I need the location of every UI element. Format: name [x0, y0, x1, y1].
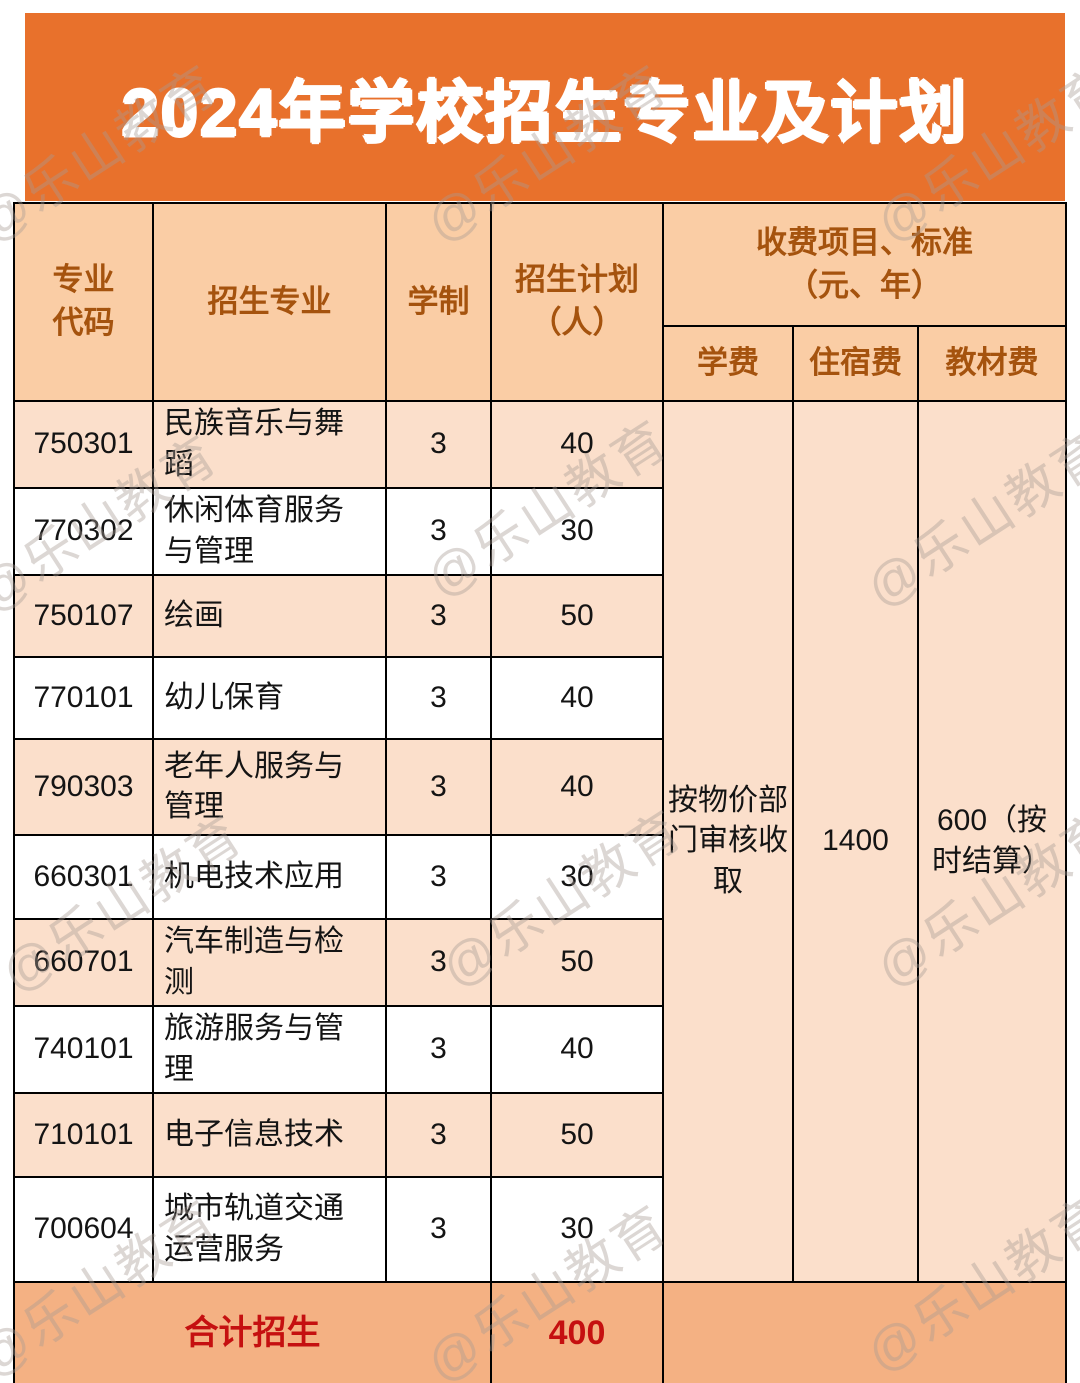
header-major-name: 招生专业 [152, 202, 387, 402]
major-name-cell: 旅游服务与管理 [152, 1005, 387, 1094]
plan-count-cell: 50 [490, 1092, 664, 1178]
study-years-cell: 3 [385, 1176, 492, 1283]
header-major-code: 专业 代码 [13, 202, 154, 402]
plan-count-cell: 30 [490, 487, 664, 576]
table-row: 710101 电子信息技术 3 50 [13, 1092, 1066, 1178]
major-code-cell: 710101 [13, 1092, 154, 1178]
major-name-cell: 电子信息技术 [152, 1092, 387, 1178]
major-code-cell: 740101 [13, 1005, 154, 1094]
fee-accommodation-cell: 1400 [792, 400, 919, 1283]
major-code-cell: 750301 [13, 400, 154, 489]
table-row: 790303 老年人服务与管理 3 40 [13, 738, 1066, 836]
fee-tuition-cell: 按物价部门审核收取 [662, 400, 794, 1283]
plan-count-cell: 30 [490, 834, 664, 920]
plan-count-cell: 40 [490, 400, 664, 489]
plan-count-cell: 40 [490, 738, 664, 836]
study-years-cell: 3 [385, 574, 492, 658]
major-code-cell: 660701 [13, 918, 154, 1007]
study-years-cell: 3 [385, 487, 492, 576]
table-row: 770101 幼儿保育 3 40 [13, 656, 1066, 740]
fee-textbook-cell: 600（按时结算） [916, 400, 1068, 1283]
major-code-cell: 790303 [13, 738, 154, 836]
header-row-sub: 学费 住宿费 教材费 [14, 325, 1068, 402]
header-fee-tuition: 学费 [662, 325, 794, 402]
plan-count-cell: 40 [490, 1005, 664, 1094]
study-years-cell: 3 [385, 656, 492, 740]
study-years-cell: 3 [385, 834, 492, 920]
total-plan-count: 400 [490, 1281, 664, 1383]
major-code-cell: 770101 [13, 656, 154, 740]
header-fees-group: 收费项目、标准 （元、年） [661, 202, 1068, 327]
major-name-cell: 休闲体育服务与管理 [152, 487, 387, 576]
major-name-cell: 幼儿保育 [152, 656, 387, 740]
plan-count-cell: 40 [490, 656, 664, 740]
major-name-cell: 汽车制造与检测 [152, 918, 387, 1007]
table-row: 700604 城市轨道交通运营服务 3 30 [13, 1176, 1066, 1283]
header-fee-accommodation: 住宿费 [792, 325, 919, 402]
major-name-cell: 机电技术应用 [152, 834, 387, 920]
study-years-cell: 3 [385, 400, 492, 489]
study-years-cell: 3 [385, 918, 492, 1007]
major-code-cell: 700604 [13, 1176, 154, 1283]
header-study-years: 学制 [385, 202, 492, 402]
major-name-cell: 绘画 [152, 574, 387, 658]
table-row: 660301 机电技术应用 3 30 [13, 834, 1066, 920]
plan-count-cell: 50 [490, 574, 664, 658]
major-code-cell: 750107 [13, 574, 154, 658]
enrollment-table: 专业 代码 招生专业 学制 招生计划 （人） 收费项目、标准 （元、年） 学费 … [13, 202, 1068, 1383]
total-fees-empty [661, 1281, 1068, 1383]
total-row: 合计招生 400 [13, 1281, 1068, 1383]
plan-count-cell: 30 [490, 1176, 664, 1283]
major-name-cell: 老年人服务与管理 [152, 738, 387, 836]
header-plan: 招生计划 （人） [490, 202, 664, 402]
study-years-cell: 3 [385, 1092, 492, 1178]
study-years-cell: 3 [385, 1005, 492, 1094]
header-row-top: 专业 代码 招生专业 学制 招生计划 （人） 收费项目、标准 （元、年） [13, 202, 1068, 402]
major-name-cell: 民族音乐与舞蹈 [152, 400, 387, 489]
major-code-cell: 770302 [13, 487, 154, 576]
table-row: 770302 休闲体育服务与管理 3 30 [13, 487, 1066, 576]
page-title: 2024年学校招生专业及计划 [121, 75, 969, 151]
title-banner: 2024年学校招生专业及计划 [25, 13, 1065, 201]
plan-count-cell: 50 [490, 918, 664, 1007]
table-row: 660701 汽车制造与检测 3 50 [13, 918, 1066, 1007]
major-code-cell: 660301 [13, 834, 154, 920]
table-row: 740101 旅游服务与管理 3 40 [13, 1005, 1066, 1094]
header-fee-textbook: 教材费 [916, 325, 1068, 402]
table-row: 750107 绘画 3 50 [13, 574, 1066, 658]
study-years-cell: 3 [385, 738, 492, 836]
major-name-cell: 城市轨道交通运营服务 [152, 1176, 387, 1283]
total-label: 合计招生 [13, 1281, 492, 1383]
table-row: 750301 民族音乐与舞蹈 3 40 按物价部门审核收取 1400 600（按… [13, 400, 1068, 1283]
